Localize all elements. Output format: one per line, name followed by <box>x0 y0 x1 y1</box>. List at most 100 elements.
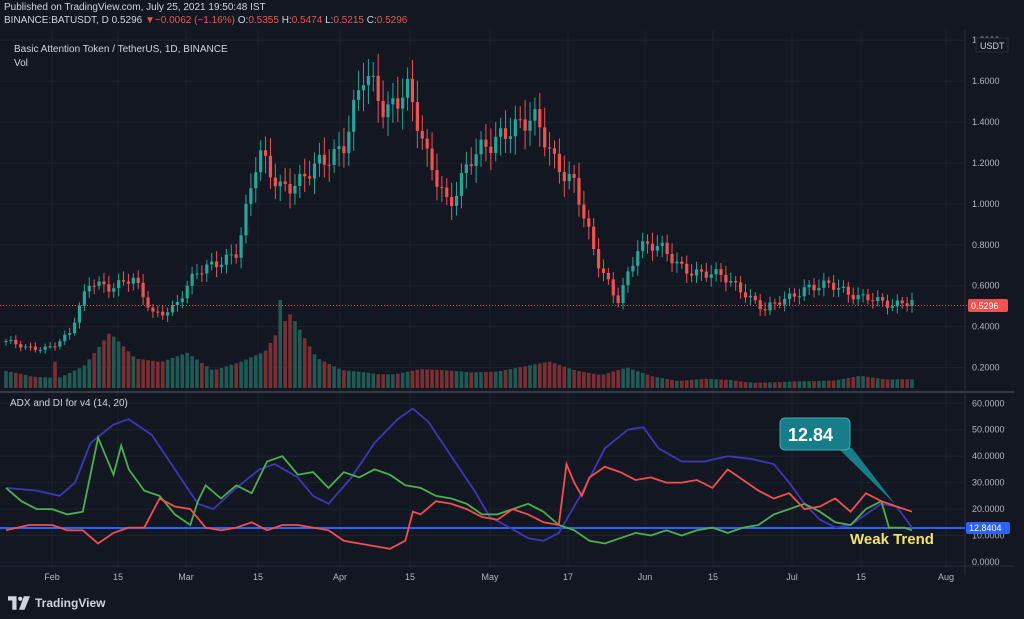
candle-body[interactable] <box>263 150 268 156</box>
candle-body[interactable] <box>454 195 459 206</box>
candle-body[interactable] <box>121 280 126 282</box>
candle-body[interactable] <box>229 254 233 256</box>
candle-body[interactable] <box>601 268 606 273</box>
candle-body[interactable] <box>200 273 204 275</box>
candle-body[interactable] <box>322 154 326 165</box>
candle-body[interactable] <box>528 120 532 131</box>
candle-body[interactable] <box>459 173 464 196</box>
candle-body[interactable] <box>283 181 287 184</box>
candle-body[interactable] <box>170 305 175 313</box>
candle-body[interactable] <box>792 293 797 297</box>
candle-body[interactable] <box>670 253 674 264</box>
candle-body[interactable] <box>572 173 576 178</box>
candle-body[interactable] <box>190 273 194 286</box>
candle-body[interactable] <box>557 153 561 173</box>
candle-body[interactable] <box>82 291 86 306</box>
candle-body[interactable] <box>131 277 135 284</box>
candle-body[interactable] <box>53 346 57 348</box>
candle-body[interactable] <box>185 285 189 299</box>
candle-body[interactable] <box>905 303 909 306</box>
candle-body[interactable] <box>533 109 537 121</box>
candle-body[interactable] <box>641 241 645 252</box>
candle-body[interactable] <box>234 254 238 258</box>
candle-body[interactable] <box>714 269 718 275</box>
candle-body[interactable] <box>685 263 689 274</box>
candle-body[interactable] <box>582 204 586 219</box>
candle-body[interactable] <box>699 269 704 272</box>
candle-body[interactable] <box>616 295 620 304</box>
candle-body[interactable] <box>102 281 106 285</box>
candle-body[interactable] <box>871 300 875 302</box>
candle-body[interactable] <box>758 300 762 310</box>
candle-body[interactable] <box>401 97 405 109</box>
candle-body[interactable] <box>273 177 277 187</box>
candle-body[interactable] <box>87 285 91 292</box>
candle-body[interactable] <box>430 148 434 171</box>
candle-body[interactable] <box>856 294 860 300</box>
candle-body[interactable] <box>836 288 841 290</box>
candle-body[interactable] <box>626 271 630 286</box>
candle-body[interactable] <box>405 78 410 98</box>
candle-body[interactable] <box>552 148 557 154</box>
candle-body[interactable] <box>396 98 400 109</box>
candle-body[interactable] <box>787 293 792 299</box>
candle-body[interactable] <box>112 288 116 292</box>
candle-body[interactable] <box>660 242 664 246</box>
tradingview-brand[interactable]: TradingView <box>8 596 105 610</box>
candle-body[interactable] <box>68 333 72 335</box>
candle-body[interactable] <box>327 164 331 166</box>
candle-body[interactable] <box>38 349 42 351</box>
candle-body[interactable] <box>352 99 356 132</box>
candle-body[interactable] <box>523 119 527 131</box>
candle-body[interactable] <box>773 302 777 304</box>
candle-body[interactable] <box>63 334 67 342</box>
candle-body[interactable] <box>797 296 801 298</box>
candle-body[interactable] <box>690 273 694 276</box>
candle-body[interactable] <box>28 346 33 348</box>
candle-body[interactable] <box>783 298 787 305</box>
candle-body[interactable] <box>832 282 836 290</box>
candle-body[interactable] <box>278 181 282 187</box>
candle-body[interactable] <box>494 136 498 154</box>
candle-body[interactable] <box>724 274 728 283</box>
candle-body[interactable] <box>293 185 297 194</box>
candle-body[interactable] <box>587 218 591 227</box>
candle-body[interactable] <box>464 164 468 174</box>
candle-body[interactable] <box>420 130 424 139</box>
candle-body[interactable] <box>596 249 601 269</box>
candle-body[interactable] <box>763 309 767 311</box>
candle-body[interactable] <box>259 150 263 173</box>
candle-body[interactable] <box>58 341 62 347</box>
candle-body[interactable] <box>738 282 743 293</box>
candle-body[interactable] <box>376 75 380 102</box>
candle-body[interactable] <box>72 322 77 334</box>
candle-body[interactable] <box>479 139 483 155</box>
candle-body[interactable] <box>734 281 738 283</box>
candle-body[interactable] <box>151 307 155 312</box>
candle-body[interactable] <box>910 300 914 306</box>
candle-body[interactable] <box>753 295 757 301</box>
candle-body[interactable] <box>14 339 18 345</box>
candle-body[interactable] <box>876 297 880 302</box>
candle-body[interactable] <box>645 241 650 244</box>
candle-body[interactable] <box>548 147 552 149</box>
candle-body[interactable] <box>146 297 150 308</box>
candle-body[interactable] <box>254 172 258 189</box>
candle-body[interactable] <box>900 300 904 304</box>
candle-body[interactable] <box>802 287 806 297</box>
candle-body[interactable] <box>425 138 429 149</box>
candle-body[interactable] <box>606 272 610 280</box>
candle-body[interactable] <box>92 285 96 287</box>
candle-body[interactable] <box>141 282 145 298</box>
candle-body[interactable] <box>866 294 870 301</box>
candle-body[interactable] <box>440 186 444 188</box>
candle-body[interactable] <box>357 90 361 100</box>
candle-body[interactable] <box>445 187 449 197</box>
candle-body[interactable] <box>543 127 547 148</box>
candle-body[interactable] <box>210 261 214 265</box>
candle-body[interactable] <box>224 254 228 265</box>
candle-body[interactable] <box>410 78 415 103</box>
candle-body[interactable] <box>665 242 669 254</box>
candle-body[interactable] <box>562 172 566 182</box>
candlesticks[interactable] <box>4 53 914 354</box>
